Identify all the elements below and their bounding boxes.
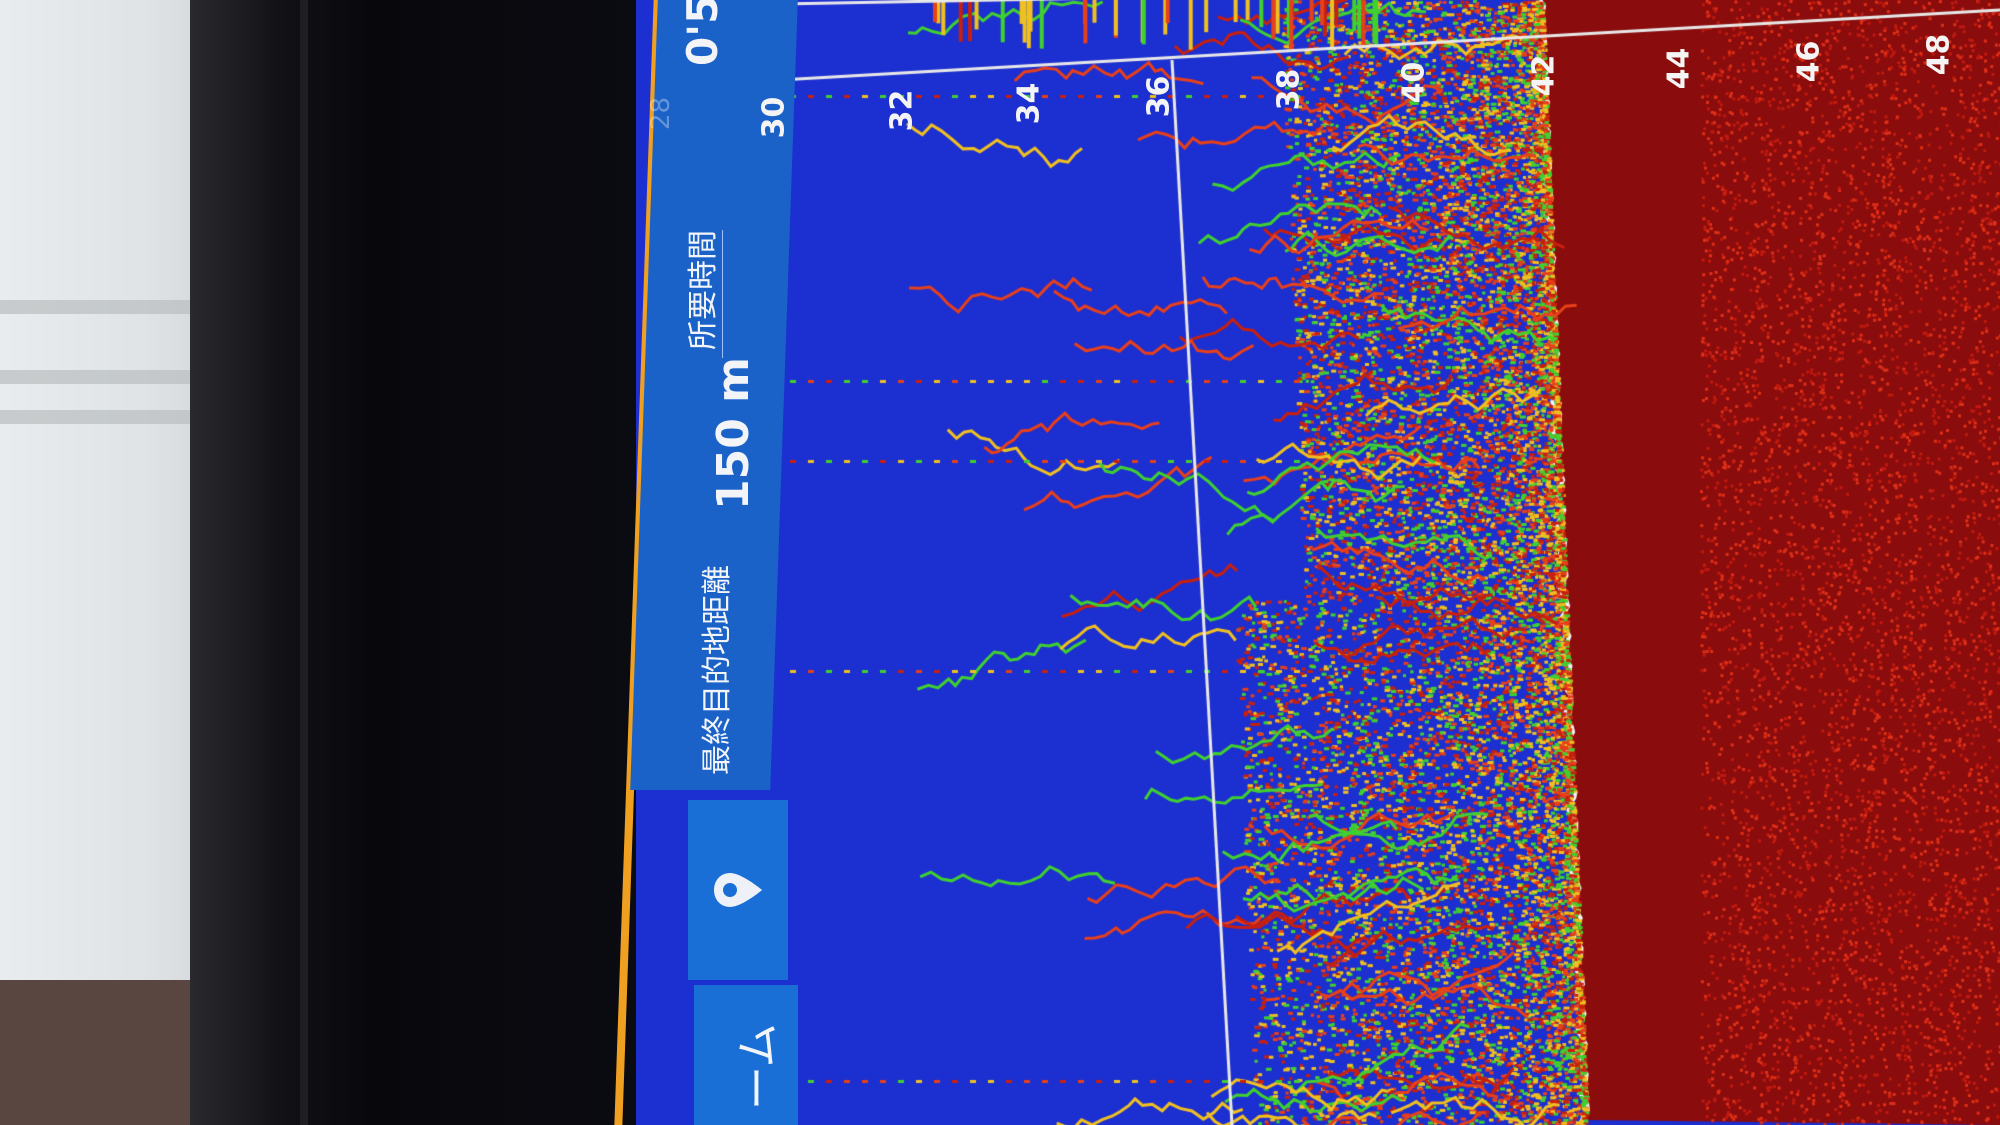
depth-tick-label: 46 bbox=[1791, 40, 1827, 83]
depth-tick-label: 36 bbox=[1141, 75, 1177, 118]
travel-time-value: 0'5 bbox=[678, 0, 727, 66]
travel-time-label: 所要時間 bbox=[678, 230, 723, 358]
sonar-echogram bbox=[636, 0, 2000, 1125]
depth-tick-label: 40 bbox=[1396, 61, 1432, 104]
sonar-screen bbox=[636, 0, 2000, 1125]
home-button[interactable]: ーム bbox=[694, 985, 798, 1125]
depth-tick-label: 38 bbox=[1271, 68, 1307, 111]
destination-distance-value: 150 m bbox=[708, 356, 759, 510]
depth-tick-label: 42 bbox=[1526, 54, 1562, 97]
device-bezel bbox=[190, 0, 650, 1125]
destination-distance-label: 最終目的地距離 bbox=[700, 565, 735, 775]
home-button-label: ーム bbox=[733, 1023, 784, 1110]
waypoint-button[interactable] bbox=[688, 800, 788, 980]
faint-value: 28 bbox=[646, 96, 676, 130]
depth-tick-label: 32 bbox=[884, 89, 920, 132]
depth-tick-label: 48 bbox=[1921, 33, 1957, 76]
depth-tick-label: 34 bbox=[1011, 82, 1047, 125]
depth-tick-label: 44 bbox=[1661, 47, 1697, 90]
map-pin-icon bbox=[714, 873, 762, 907]
depth-tick-label: 30 bbox=[756, 96, 792, 139]
